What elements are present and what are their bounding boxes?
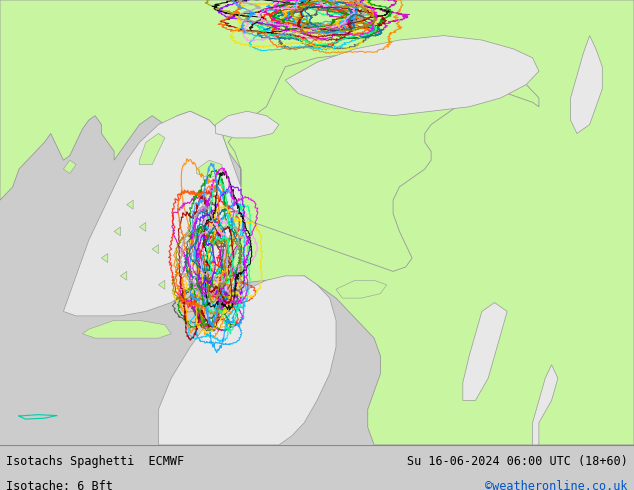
Text: Su 16-06-2024 06:00 UTC (18+60): Su 16-06-2024 06:00 UTC (18+60) xyxy=(407,455,628,468)
Text: ©weatheronline.co.uk: ©weatheronline.co.uk xyxy=(485,480,628,490)
Polygon shape xyxy=(127,200,133,209)
Polygon shape xyxy=(63,111,241,316)
Text: Isotache: 6 Bft: Isotache: 6 Bft xyxy=(6,480,113,490)
Polygon shape xyxy=(336,280,387,298)
Polygon shape xyxy=(114,227,120,236)
Polygon shape xyxy=(203,191,216,205)
Polygon shape xyxy=(533,365,558,445)
Polygon shape xyxy=(158,280,165,289)
Polygon shape xyxy=(82,320,171,338)
Polygon shape xyxy=(152,245,158,254)
Polygon shape xyxy=(0,0,634,445)
Polygon shape xyxy=(158,276,336,445)
Polygon shape xyxy=(139,133,165,165)
Polygon shape xyxy=(279,18,292,31)
Polygon shape xyxy=(571,36,602,133)
Polygon shape xyxy=(228,263,247,276)
Polygon shape xyxy=(197,160,222,178)
Polygon shape xyxy=(63,160,76,173)
Polygon shape xyxy=(463,302,507,400)
Polygon shape xyxy=(120,271,127,280)
Polygon shape xyxy=(285,36,539,116)
Text: Isotachs Spaghetti  ECMWF: Isotachs Spaghetti ECMWF xyxy=(6,455,184,468)
Polygon shape xyxy=(209,218,228,231)
Polygon shape xyxy=(216,111,279,138)
Polygon shape xyxy=(139,222,146,231)
Polygon shape xyxy=(101,254,108,263)
